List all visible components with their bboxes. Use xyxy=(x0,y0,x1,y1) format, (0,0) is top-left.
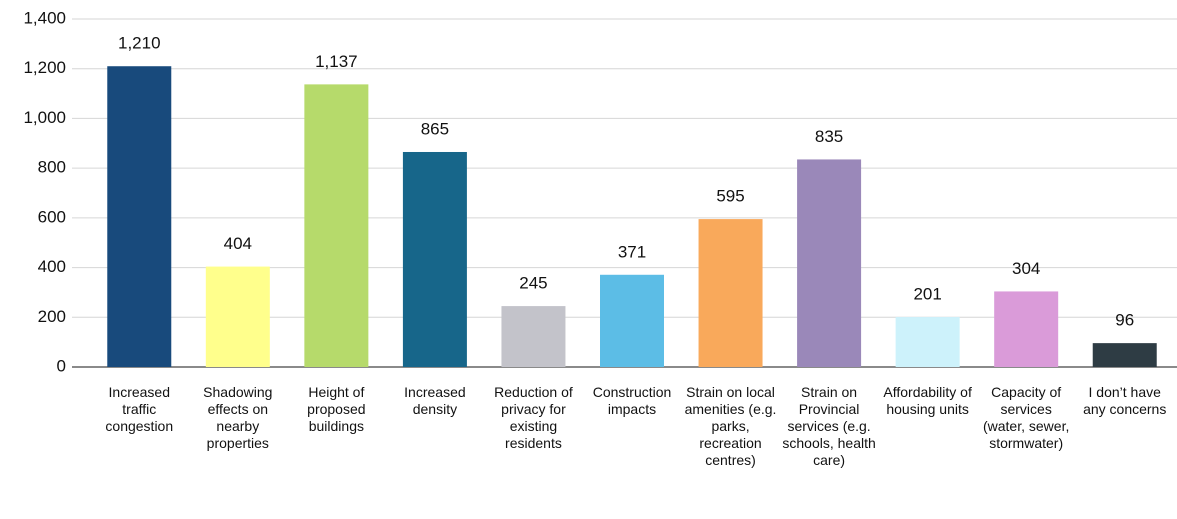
value-label: 201 xyxy=(913,285,941,304)
value-label: 371 xyxy=(618,242,646,261)
x-tick-label: Affordability of housing units xyxy=(883,384,972,417)
x-tick-label: Increased traffic congestion xyxy=(105,384,174,434)
value-label: 96 xyxy=(1115,311,1134,330)
x-tick-label: Strain on Provincial services (e.g. scho… xyxy=(782,384,876,468)
x-tick-label: Strain on local amenities (e.g. parks, r… xyxy=(684,384,777,468)
bar xyxy=(994,291,1059,367)
value-label: 865 xyxy=(421,119,449,138)
x-tick-label: Capacity of services (water, sewer, stor… xyxy=(982,384,1070,451)
y-tick-label: 200 xyxy=(38,307,66,326)
bar xyxy=(304,84,369,368)
x-tick-label: Construction impacts xyxy=(592,384,672,417)
x-tick-label: Shadowing effects on nearby properties xyxy=(203,384,273,451)
y-tick-label: 400 xyxy=(38,257,66,276)
bar xyxy=(600,274,664,367)
bar xyxy=(107,66,172,367)
bar xyxy=(402,151,467,367)
bar xyxy=(797,159,862,367)
value-label: 245 xyxy=(519,274,547,293)
x-tick-label: Increased density xyxy=(404,384,466,417)
y-tick-label: 1,200 xyxy=(23,58,66,77)
value-label: 1,137 xyxy=(315,52,358,71)
bar xyxy=(205,266,270,367)
bar xyxy=(895,317,960,367)
value-label: 835 xyxy=(815,127,843,146)
value-label: 304 xyxy=(1012,259,1040,278)
x-tick-label: Reduction of privacy for existing reside… xyxy=(494,384,573,451)
y-tick-label: 600 xyxy=(38,207,66,226)
x-tick-label: Height of proposed buildings xyxy=(307,384,366,434)
bar xyxy=(501,306,566,367)
bar xyxy=(698,219,763,367)
y-tick-label: 0 xyxy=(57,356,66,375)
value-label: 1,210 xyxy=(118,34,161,53)
value-label: 404 xyxy=(224,234,252,253)
y-tick-label: 1,400 xyxy=(23,8,66,27)
x-tick-label: I don’t have any concerns xyxy=(1083,384,1167,417)
bar xyxy=(1092,343,1157,367)
value-label: 595 xyxy=(716,187,744,206)
y-tick-label: 800 xyxy=(38,158,66,177)
y-tick-label: 1,000 xyxy=(23,108,66,127)
